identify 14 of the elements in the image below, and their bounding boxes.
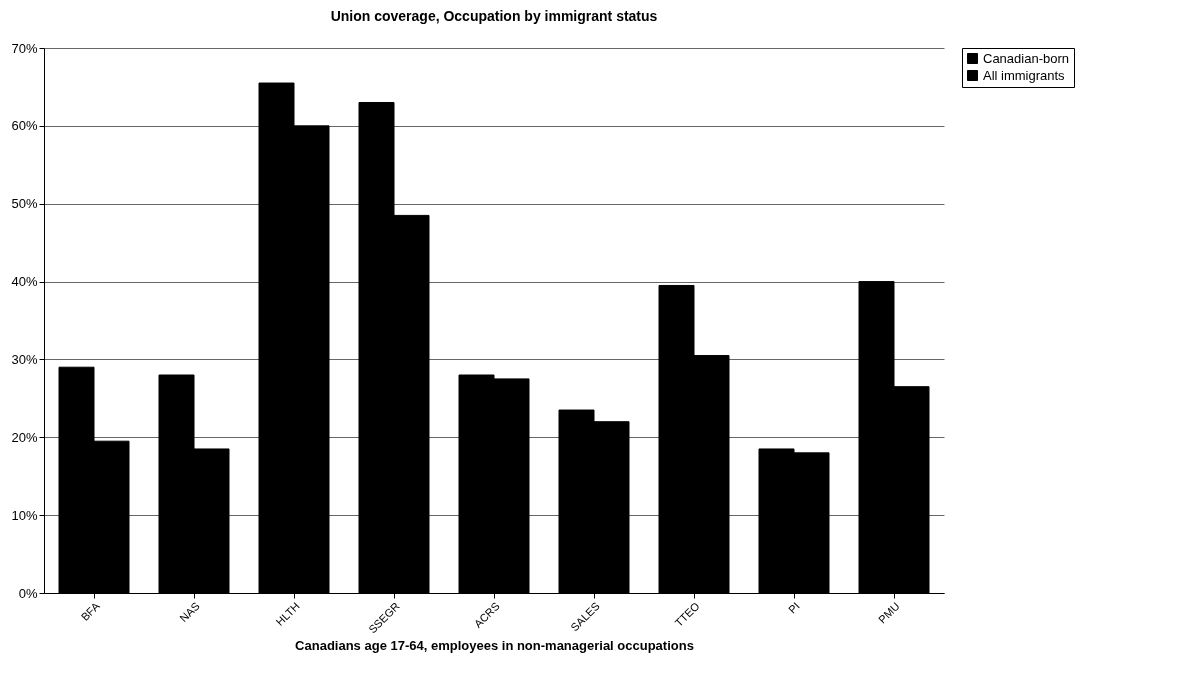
y-tick-label: 10% [11,507,38,523]
y-tick-label: 20% [11,429,38,445]
legend-label: All immigrants [983,67,1066,83]
x-tick-label: BFA [78,599,103,623]
y-tick-label: 50% [11,196,38,212]
y-tick-label: 60% [11,118,38,134]
y-tick-label: 40% [11,274,38,290]
x-axis-title: Canadians age 17-64, employees in non-managerial occupations [295,637,694,653]
legend-label: Canadian-born [983,50,1070,66]
y-tick-label: 0% [18,585,38,601]
y-tick-label: 30% [11,351,38,367]
chart-title: Union coverage, Occupation by immigrant status [330,8,658,24]
x-tick-label: PI [785,599,802,616]
y-tick-label: 70% [11,40,38,56]
